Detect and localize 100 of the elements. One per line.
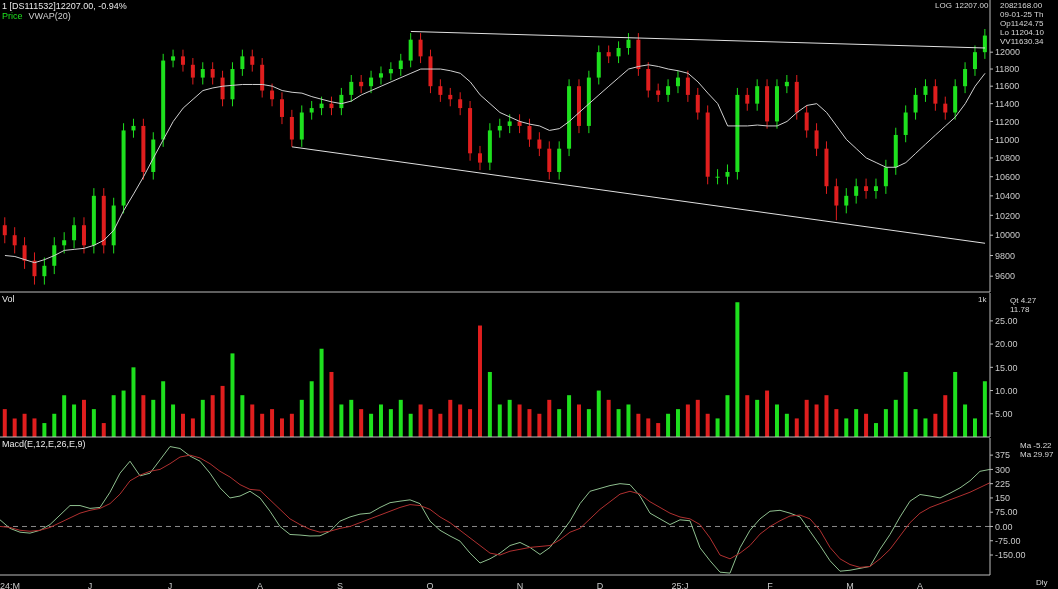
text: Op11424.75 [1000,19,1044,28]
candlestick [527,118,532,148]
x-tick-label: J [167,581,173,589]
bar [814,404,819,437]
candlestick [755,78,760,112]
candlestick [616,40,621,64]
bar [309,381,314,437]
bar [953,371,958,437]
candlestick [250,49,255,73]
y-tick-label: 12000 [995,47,1021,58]
candlestick [864,178,869,200]
candlestick [547,140,552,181]
bar [299,399,304,437]
y-tick-label: 9800 [995,250,1016,261]
x-tick-label: M [846,581,854,589]
candlestick [477,145,482,171]
candlestick [854,178,859,205]
candlestick [369,70,374,94]
bar [893,399,898,437]
text: VV11630.34 [1000,37,1044,46]
candlestick [943,96,948,121]
candlestick [972,44,977,77]
candlestick [200,61,205,85]
candlestick [715,168,720,185]
bar [844,418,849,437]
bar [468,409,473,437]
y-tick-label: 25.00 [995,316,1018,327]
bar [527,409,532,437]
bar [428,409,433,437]
candlestick [814,122,819,157]
candlestick [458,91,463,116]
text: Qt 4.27 [1010,296,1037,305]
text: 09-01-25 Th [1000,10,1044,19]
candlestick [804,104,809,139]
bar [42,423,47,437]
bar [972,418,977,437]
x-tick-label: A [916,581,924,589]
candlestick [349,74,354,103]
bar [240,395,245,437]
bar [477,325,482,437]
bar [735,302,740,437]
x-tick-label: 24:M [0,581,21,589]
bar [685,404,690,437]
bar [91,409,96,437]
text: VWAP(20) [28,11,71,21]
candlestick [883,159,888,195]
candlestick [62,231,67,254]
bar [289,413,294,437]
text: 2082168.00 [1000,1,1043,10]
text: 11.78 [1010,305,1030,314]
bar [596,390,601,437]
bar [656,423,661,437]
candlestick [378,65,383,85]
bar [745,395,750,437]
candlestick [913,87,918,121]
y-tick-label: 75.00 [995,507,1018,518]
bar [824,395,829,437]
candlestick [656,83,661,103]
candlestick [2,216,7,244]
candlestick [438,78,443,103]
bar [903,371,908,437]
candlestick [42,257,47,286]
bar [22,413,27,437]
candlestick [903,104,908,143]
candlestick [666,78,671,103]
bar [72,404,77,437]
bar [111,395,116,437]
bar [349,399,354,437]
bar [636,413,641,437]
candlestick [359,74,364,94]
candlestick [646,61,651,99]
candlestick [448,87,453,107]
candlestick [784,74,789,94]
candlestick [171,49,176,68]
candlestick [289,109,294,148]
candlestick [982,28,987,60]
bar [279,418,284,437]
chart-title: Macd(E,12,E,26,E,9) [2,439,86,449]
bar [864,413,869,437]
bar [250,404,255,437]
bar [963,404,968,437]
bar [547,399,552,437]
bar [883,409,888,437]
bar [398,399,403,437]
candlestick [745,87,750,112]
candlestick [240,49,245,77]
candlestick [309,100,314,121]
y-tick-label: 10.00 [995,385,1018,396]
bar [695,399,700,437]
candlestick [923,78,928,103]
bar [646,418,651,437]
text: Ma 29.97 [1020,450,1054,459]
bar [616,409,621,437]
bar [151,399,156,437]
x-tick-label: 25:J [671,581,689,589]
candlestick [220,70,225,107]
candlestick [72,216,77,249]
candlestick [210,61,215,85]
bar [141,395,146,437]
annotation: 12207.00 [955,1,989,10]
